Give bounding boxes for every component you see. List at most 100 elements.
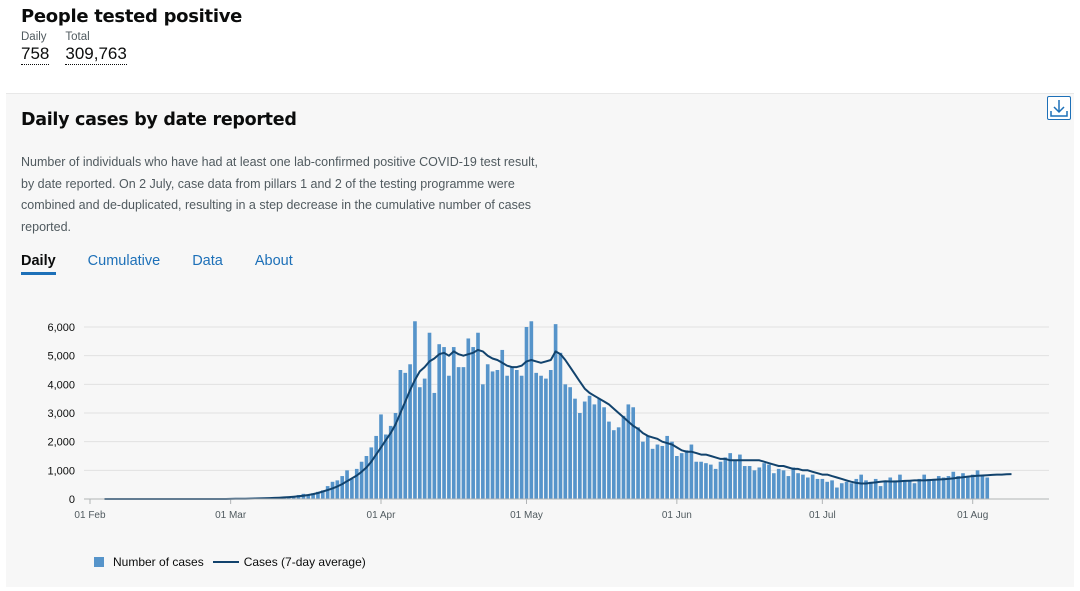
bar xyxy=(340,476,345,499)
bar xyxy=(704,463,708,499)
bar xyxy=(345,470,349,499)
bar xyxy=(519,375,524,499)
bar xyxy=(461,367,466,499)
tab-data[interactable]: Data xyxy=(192,253,223,269)
tab-daily[interactable]: Daily xyxy=(21,253,56,275)
y-tick-label: 4,000 xyxy=(47,379,75,391)
card-description: Number of individuals who have had at le… xyxy=(21,155,538,234)
x-tick-label: 01 May xyxy=(510,510,543,521)
bar xyxy=(529,321,534,499)
bar xyxy=(922,474,927,499)
bar xyxy=(980,476,985,499)
headline-card: People tested positive Daily 758 Total 3… xyxy=(21,6,242,65)
bar xyxy=(500,349,505,499)
bar xyxy=(432,392,437,499)
y-tick-label: 1,000 xyxy=(47,465,75,477)
y-tick-label: 3,000 xyxy=(47,408,75,420)
bar xyxy=(335,480,340,499)
bar xyxy=(369,447,374,499)
bar xyxy=(563,384,568,499)
daily-label: Daily xyxy=(21,31,47,43)
bar xyxy=(374,435,378,499)
bar xyxy=(859,474,863,499)
bar xyxy=(767,464,771,499)
bar xyxy=(437,344,442,499)
tab-about[interactable]: About xyxy=(254,253,293,269)
bar xyxy=(985,477,990,499)
bar xyxy=(451,347,456,499)
bar xyxy=(422,378,427,499)
total-value[interactable]: 309,763 xyxy=(65,44,127,65)
bar xyxy=(864,480,868,499)
bar xyxy=(621,415,626,499)
bar xyxy=(805,477,810,499)
bar xyxy=(835,487,839,499)
bar xyxy=(815,478,820,499)
daily-value[interactable]: 758 xyxy=(21,44,50,65)
bar xyxy=(539,375,543,499)
chart-card: Daily cases by date reported Number of i… xyxy=(6,93,1074,587)
bar xyxy=(553,324,558,499)
bar xyxy=(830,480,834,499)
bar xyxy=(582,401,587,499)
bar xyxy=(510,367,514,499)
bar xyxy=(961,473,965,499)
bar xyxy=(762,463,766,499)
bar xyxy=(728,453,733,499)
daily-metric: Daily 758 xyxy=(21,30,50,65)
bar xyxy=(718,461,723,499)
average-line xyxy=(104,348,1012,500)
bar xyxy=(597,398,602,499)
bar xyxy=(544,378,548,499)
bar xyxy=(364,456,369,499)
bar xyxy=(772,473,776,499)
chart-tabs: Daily Cumulative Data About xyxy=(21,253,325,275)
total-metric: Total 309,763 xyxy=(65,30,127,65)
bar xyxy=(408,364,412,499)
bar xyxy=(413,321,417,499)
bar xyxy=(888,477,893,499)
bar xyxy=(403,372,408,499)
bar xyxy=(320,490,325,499)
download-button[interactable] xyxy=(1047,96,1071,120)
bar xyxy=(655,444,660,499)
total-label: Total xyxy=(65,31,90,43)
bar xyxy=(917,478,922,499)
bar xyxy=(679,453,684,499)
bar xyxy=(820,478,825,499)
x-tick-label: 01 Feb xyxy=(74,510,106,521)
bar xyxy=(733,460,737,499)
legend-line-swatch xyxy=(212,561,239,563)
bar xyxy=(306,494,311,499)
y-tick-label: 6,000 xyxy=(47,322,75,334)
bar xyxy=(723,457,728,499)
y-tick-label: 0 xyxy=(69,494,75,506)
bar xyxy=(694,461,699,499)
bar xyxy=(912,483,917,499)
bar xyxy=(490,371,495,499)
x-tick-label: 01 Mar xyxy=(215,510,247,521)
bar xyxy=(854,478,859,499)
bar xyxy=(466,338,471,499)
bar xyxy=(548,370,553,499)
bar xyxy=(641,441,645,499)
bar xyxy=(660,445,665,499)
x-tick-label: 01 Aug xyxy=(957,510,988,521)
bar xyxy=(825,481,830,499)
bar xyxy=(898,474,902,499)
bar xyxy=(902,480,907,499)
legend-bar-label: Number of cases xyxy=(113,555,204,569)
bar xyxy=(878,486,883,499)
bar xyxy=(757,467,762,499)
bar xyxy=(941,477,946,499)
bar xyxy=(839,483,844,499)
bar xyxy=(810,474,815,499)
y-tick-label: 2,000 xyxy=(47,437,75,449)
bar xyxy=(316,491,320,499)
bar xyxy=(330,481,335,499)
bar xyxy=(626,404,631,499)
bar xyxy=(883,481,888,499)
bar xyxy=(713,468,718,499)
tab-cumulative[interactable]: Cumulative xyxy=(87,253,161,269)
bar xyxy=(398,370,403,499)
